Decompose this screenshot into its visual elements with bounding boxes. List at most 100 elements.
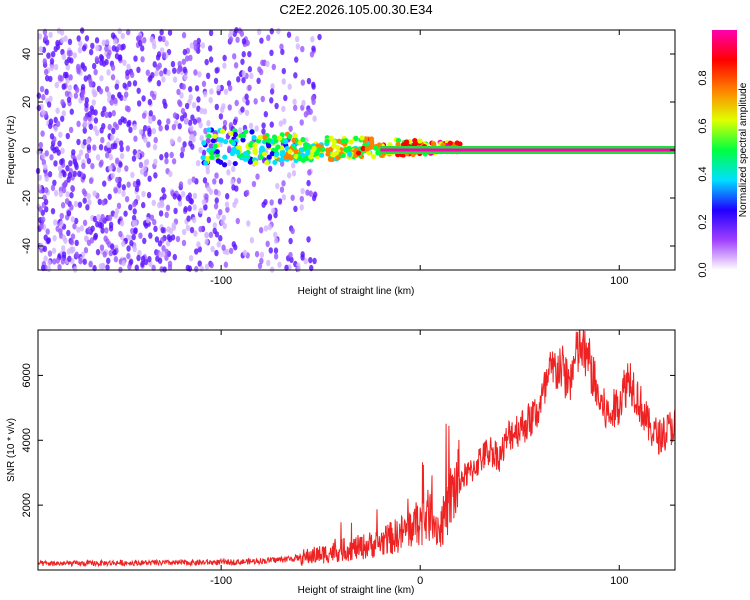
spectrogram-noise-mark — [157, 35, 163, 42]
spectrogram-signal-mark — [222, 154, 228, 160]
spectrogram-noise-mark — [77, 46, 83, 54]
spectrogram-noise-mark — [112, 249, 117, 256]
spectrogram-noise-mark — [80, 94, 85, 101]
spectrogram-noise-mark — [108, 164, 113, 172]
spectrogram-noise-mark — [127, 119, 132, 127]
spectrogram-noise-mark — [71, 149, 76, 156]
spectrogram-noise-mark — [181, 83, 186, 90]
spectrogram-noise-mark — [52, 179, 57, 187]
spectrogram-signal-mark — [273, 138, 279, 144]
spectrogram-signal-mark — [269, 151, 275, 157]
spectrogram-noise-mark — [199, 107, 204, 115]
spectrogram-noise-mark — [177, 195, 182, 202]
spectrogram-noise-mark — [154, 236, 160, 243]
spectrogram-noise-mark — [91, 62, 97, 70]
spectrogram-noise-mark — [138, 161, 144, 169]
spectrogram-noise-mark — [168, 227, 174, 235]
spectrogram-noise-mark — [95, 154, 101, 161]
spectrogram-noise-mark — [197, 71, 202, 78]
spectrogram-noise-mark — [209, 88, 214, 95]
spectrogram-noise-mark — [254, 250, 260, 258]
spectrogram-noise-mark — [58, 190, 64, 198]
spectrogram-noise-mark — [206, 216, 212, 224]
spectrogram-noise-mark — [117, 91, 122, 99]
spectrogram-noise-mark — [187, 178, 192, 185]
spectrogram-panel: -100 100 -40 -20 0 20 40 Height of straight l… — [6, 26, 676, 297]
spectrogram-noise-mark — [92, 234, 98, 241]
spectrogram-noise-mark — [227, 159, 232, 167]
spectrogram-noise-mark — [93, 125, 98, 132]
spectrogram-noise-mark — [267, 213, 273, 220]
spectrogram-noise-mark — [265, 60, 270, 68]
spectrogram-noise-mark — [85, 204, 90, 211]
spectrogram-signal-mark — [205, 138, 211, 144]
spectrogram-signal-mark — [257, 134, 263, 140]
spectrogram-noise-mark — [49, 58, 55, 65]
spectrogram-signal-mark — [325, 151, 331, 157]
spectrogram-noise-mark — [153, 172, 158, 179]
spectrogram-signal-mark — [331, 139, 337, 145]
spectrogram-noise-mark — [287, 172, 292, 179]
spectrogram-noise-mark — [219, 84, 224, 92]
spectrogram-noise-mark — [43, 68, 49, 76]
spectrogram-noise-mark — [208, 45, 213, 52]
spectrogram-noise-mark — [109, 99, 114, 106]
spectrogram-noise-mark — [171, 158, 177, 165]
spectrogram-noise-mark — [290, 194, 295, 201]
spectrogram-noise-mark — [253, 98, 258, 105]
spectrogram-noise-mark — [93, 68, 98, 76]
spectrogram-noise-mark — [61, 234, 67, 242]
snr-y-tick-label: 4000 — [21, 428, 33, 452]
spectrogram-noise-mark — [251, 180, 257, 188]
spectrogram-signal-mark — [292, 133, 298, 139]
spectrogram-signal-mark — [208, 150, 214, 156]
spectrogram-noise-mark — [261, 122, 266, 129]
spectrogram-noise-mark — [73, 200, 79, 208]
spectrogram-signal-mark — [353, 135, 359, 141]
spectrogram-noise-mark — [280, 48, 285, 56]
spectrogram-noise-mark — [189, 226, 195, 234]
spectrogram-noise-mark — [54, 146, 59, 153]
spectrogram-noise-mark — [131, 214, 137, 222]
spectrogram-noise-mark — [39, 85, 45, 93]
spectrogram-noise-mark — [159, 154, 164, 161]
spectrogram-noise-mark — [131, 155, 137, 162]
spectrogram-noise-mark — [240, 106, 245, 113]
spectrogram-noise-mark — [306, 236, 311, 243]
spectrogram-noise-mark — [258, 227, 264, 234]
spectrogram-noise-mark — [82, 258, 87, 265]
spectrogram-noise-mark — [249, 72, 254, 80]
spectrogram-noise-mark — [66, 176, 71, 183]
spectrogram-noise-mark — [55, 107, 60, 114]
spectrogram-noise-mark — [196, 96, 201, 103]
spectrogram-noise-mark — [76, 154, 82, 161]
spectrogram-noise-mark — [194, 265, 199, 273]
spectrogram-noise-mark — [59, 212, 64, 220]
spectrogram-noise-mark — [53, 160, 58, 167]
spectrogram-noise-mark — [136, 254, 141, 262]
spectrogram-noise-mark — [199, 134, 204, 142]
spectrogram-noise-mark — [43, 163, 48, 171]
spectrogram-noise-mark — [269, 199, 274, 206]
spectrogram-noise-mark — [260, 95, 265, 103]
spectrogram-noise-mark — [288, 251, 293, 259]
colorbar-tick-label: 0.8 — [697, 70, 709, 85]
spectrogram-noise-mark — [227, 84, 233, 92]
spectrogram-noise-mark — [151, 114, 156, 122]
spectrogram-noise-mark — [95, 44, 100, 52]
spectrogram-noise-mark — [261, 201, 266, 208]
spectrogram-noise-mark — [46, 52, 51, 59]
spectrogram-noise-mark — [148, 232, 153, 239]
spectrogram-noise-mark — [60, 147, 65, 154]
spectrogram-noise-mark — [212, 227, 217, 235]
spectrogram-noise-mark — [121, 259, 126, 267]
spectrogram-noise-mark — [198, 207, 203, 215]
spectrogram-noise-mark — [197, 260, 202, 267]
spectrogram-noise-mark — [181, 228, 187, 236]
spectrogram-noise-mark — [53, 125, 58, 132]
spectrogram-noise-mark — [128, 126, 133, 134]
spectrogram-noise-mark — [178, 100, 183, 108]
spectrogram-noise-mark — [36, 104, 42, 112]
spectrogram-noise-mark — [72, 52, 77, 59]
spectrogram-noise-mark — [213, 188, 219, 196]
